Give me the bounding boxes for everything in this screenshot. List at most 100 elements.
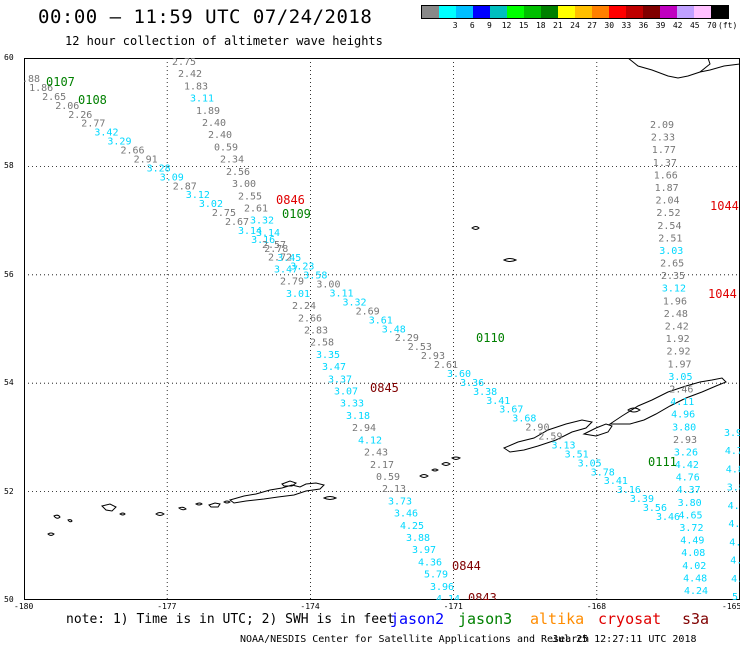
wave-height-obs: 3.03 — [659, 246, 683, 257]
wave-height-obs: 0.59 — [376, 472, 400, 483]
altimeter-tracks: 2.881.862.652.062.262.773.423.292.662.91… — [24, 58, 740, 600]
wave-height-obs: 1.96 — [663, 296, 687, 307]
wave-height-obs: 2.91 — [134, 154, 158, 165]
wave-height-obs: 3.51 — [565, 449, 589, 460]
wave-height-obs: 2.78 — [264, 244, 288, 255]
lat-lon-grid — [24, 58, 740, 600]
scale-swatch — [660, 6, 677, 18]
wave-height-obs: 3.46 — [656, 512, 680, 523]
wave-height-obs: 1.83 — [184, 81, 208, 92]
wave-height-obs: 2.04 — [656, 196, 680, 207]
longitude-label: -180 — [14, 602, 34, 611]
wave-height-obs: 2.09 — [650, 120, 674, 131]
wave-height-obs: 2.54 — [657, 221, 681, 232]
wave-height-obs: 2.17 — [370, 460, 394, 471]
scale-swatch — [609, 6, 626, 18]
pass-time-label: 0110 — [476, 331, 505, 345]
coastline — [47, 58, 740, 536]
island-shape — [195, 502, 203, 506]
wave-height-obs: 4.42 — [675, 460, 699, 471]
wave-height-obs: 4.02 — [682, 561, 706, 572]
wave-height-obs: 4.65 — [679, 510, 703, 521]
wave-height-obs: 3.41 — [486, 396, 510, 407]
wave-height-obs: 2.66 — [121, 146, 145, 157]
wave-height-obs: 1.66 — [654, 170, 678, 181]
wave-height-obs: 3.39 — [630, 494, 654, 505]
wave-height-obs: 2.90 — [525, 423, 549, 434]
scale-swatch — [439, 6, 456, 18]
wave-height-obs: 3.32 — [250, 216, 274, 227]
wave-height-obs: 2.53 — [408, 342, 432, 353]
wave-height-obs: 3.09 — [160, 172, 184, 183]
wave-height-obs: 3.67 — [499, 405, 523, 416]
island-shape — [281, 480, 298, 487]
wave-height-obs: 3.12 — [662, 284, 686, 295]
wave-height-obs: 4.49 — [680, 536, 704, 547]
island-shape — [67, 519, 73, 523]
wave-height-obs: 1.92 — [666, 334, 690, 345]
wave-height-obs: 2.42 — [665, 322, 689, 333]
wave-height-obs: 2.67 — [225, 217, 249, 228]
wave-height-obs: 2.65 — [660, 259, 684, 270]
map-canvas[interactable]: 2.881.862.652.062.262.773.423.292.662.91… — [24, 58, 740, 600]
wave-height-obs: 2.57 — [262, 240, 286, 251]
legend-jason2: jason2 — [390, 610, 445, 628]
wave-height-obs: 3.78 — [591, 467, 615, 478]
island-shape — [228, 482, 325, 504]
wave-height-obs: 4.25 — [400, 521, 424, 532]
wave-height-obs: 3.11 — [190, 94, 214, 105]
wave-height-obs: 3.85 — [727, 483, 740, 494]
wave-height-obs: 3.96 — [430, 582, 454, 593]
wave-height-obs: 3.37 — [328, 374, 352, 385]
scale-swatch — [694, 6, 711, 18]
mainland-shape — [699, 63, 740, 73]
scale-swatch — [643, 6, 660, 18]
wave-height-obs: 1.89 — [196, 106, 220, 117]
scale-tick-label: 30 — [604, 21, 615, 30]
pass-time-label: 0843 — [468, 591, 497, 600]
island-shape — [178, 506, 187, 511]
wave-height-obs: 2.66 — [298, 313, 322, 324]
scale-swatch — [541, 6, 558, 18]
color-scale-unit: (ft) — [718, 21, 738, 30]
map-title: 00:00 – 11:59 UTC 07/24/2018 — [38, 6, 373, 28]
island-shape — [53, 514, 61, 519]
scale-swatch — [422, 6, 439, 18]
wave-height-obs: 4.08 — [681, 548, 705, 559]
footer-credit: NOAA/NESDIS Center for Satellite Applica… — [240, 634, 590, 645]
wave-height-obs: 2.24 — [292, 301, 316, 312]
wave-height-obs: 3.00 — [316, 280, 340, 291]
wave-height-obs: 3.56 — [643, 503, 667, 514]
scale-tick-label: 27 — [587, 21, 597, 30]
scale-tick-label: 12 — [501, 21, 512, 30]
wave-height-obs: 4.44 — [729, 537, 740, 548]
wave-height-obs: 2.51 — [658, 233, 682, 244]
map-panel[interactable]: 2.881.862.652.062.262.773.423.292.662.91… — [4, 53, 740, 611]
wave-height-obs: 2.87 — [173, 181, 197, 192]
wave-height-obs: 3.14 — [238, 226, 262, 237]
wave-height-obs: 3.35 — [316, 350, 340, 361]
wave-height-obs: 2.93 — [421, 351, 445, 362]
wave-height-obs: 2.65 — [42, 92, 66, 103]
island-shape — [155, 512, 165, 516]
scale-tick-label: 3 — [452, 21, 458, 30]
scale-swatch — [626, 6, 643, 18]
pass-time-label: 1044 — [710, 199, 739, 213]
wave-height-obs: 3.61 — [369, 315, 393, 326]
wave-height-obs: 2.75 — [212, 208, 236, 219]
wave-height-obs: 1.37 — [653, 158, 677, 169]
scale-swatch — [473, 6, 490, 18]
scale-tick-label: 9 — [487, 21, 492, 30]
scale-tick-label: 70 — [707, 21, 717, 30]
scale-swatch — [592, 6, 609, 18]
wave-height-obs: 3.46 — [394, 509, 418, 520]
wave-height-obs: 3.42 — [94, 128, 118, 139]
wave-height-obs: 2.88 — [24, 74, 40, 85]
island-shape — [608, 377, 727, 425]
wave-height-obs: 3.14 — [256, 228, 280, 239]
wave-height-obs: 4.49 — [728, 501, 740, 512]
wave-height-obs: 2.33 — [651, 133, 675, 144]
wave-height-obs: 3.16 — [251, 235, 275, 246]
wave-height-obs: 2.75 — [172, 58, 196, 68]
pass-time-label: 0107 — [46, 75, 75, 89]
